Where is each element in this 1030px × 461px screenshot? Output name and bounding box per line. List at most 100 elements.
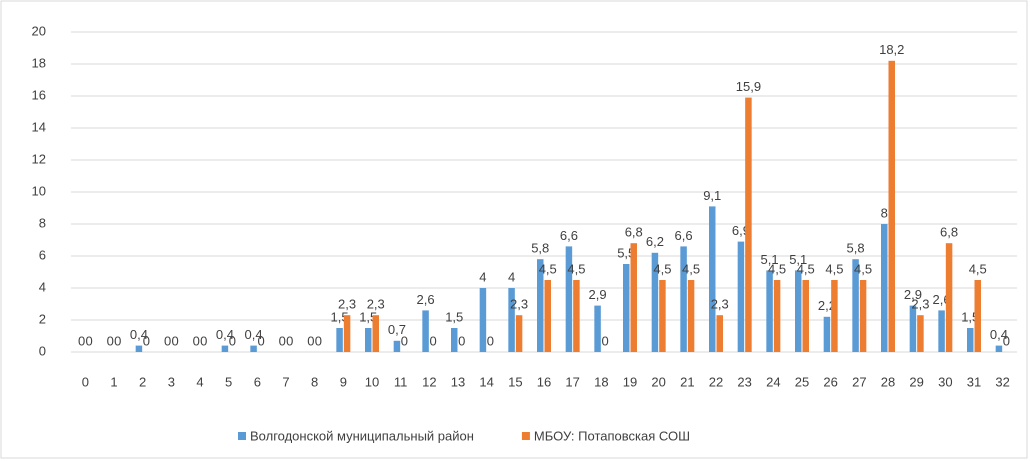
x-tick-label: 4 (196, 374, 203, 389)
bar (773, 280, 781, 352)
value-label: 5,8 (847, 241, 865, 256)
value-label: 2,9 (589, 287, 607, 302)
bar (565, 246, 573, 352)
x-tick-label: 5 (225, 374, 232, 389)
x-tick-label: 24 (766, 374, 780, 389)
x-tick-label: 20 (651, 374, 665, 389)
value-label: 4,5 (969, 261, 987, 276)
y-tick-label: 12 (32, 151, 46, 166)
value-label: 18,2 (879, 42, 904, 57)
bar (745, 97, 752, 352)
y-tick-label: 2 (39, 311, 46, 326)
bar (831, 280, 838, 352)
x-tick-label: 22 (709, 374, 723, 389)
x-tick-label: 17 (565, 374, 579, 389)
value-label: 0,4 (245, 327, 263, 342)
bar (995, 345, 1003, 352)
x-tick-label: 3 (168, 374, 175, 389)
value-label: 9,1 (703, 188, 721, 203)
bar (651, 252, 659, 352)
bar (508, 288, 515, 352)
legend-swatch (238, 432, 246, 440)
bar (888, 60, 895, 353)
x-tick-label: 7 (282, 374, 289, 389)
x-tick-label: 27 (852, 374, 866, 389)
value-label: 0 (279, 333, 286, 348)
value-label: 5,1 (789, 252, 807, 267)
value-label: 0 (315, 333, 322, 348)
value-label: 4,5 (682, 261, 700, 276)
value-label: 2,3 (510, 297, 528, 312)
value-label: 0 (107, 333, 114, 348)
y-tick-label: 6 (39, 247, 46, 262)
bar (479, 288, 487, 352)
value-label: 0,4 (990, 327, 1008, 342)
bar (343, 315, 351, 352)
value-label: 4,5 (825, 261, 843, 276)
bar (881, 224, 888, 352)
y-tick-label: 8 (39, 215, 46, 230)
value-label: 0 (171, 333, 178, 348)
y-tick-label: 0 (39, 343, 46, 358)
value-label: 0 (401, 333, 408, 348)
value-label: 0 (229, 333, 236, 348)
value-label: 0 (429, 333, 436, 348)
bar (737, 241, 745, 352)
x-tick-label: 31 (967, 374, 981, 389)
y-tick-label: 18 (32, 55, 46, 70)
value-label: 6,8 (940, 225, 958, 240)
value-label: 0 (200, 333, 207, 348)
x-tick-label: 11 (394, 374, 408, 389)
bar (336, 328, 343, 352)
bar (623, 264, 630, 352)
value-label: 2,3 (367, 297, 385, 312)
value-label: 2,9 (904, 287, 922, 302)
x-tick-label: 0 (82, 374, 89, 389)
bar (544, 280, 551, 352)
value-label: 0 (487, 333, 494, 348)
bar (659, 280, 666, 352)
legend-swatch (521, 432, 530, 440)
bar (938, 310, 945, 352)
x-tick-label: 15 (508, 374, 522, 389)
value-label: 4 (508, 269, 515, 284)
y-tick-label: 16 (32, 87, 46, 102)
bar (372, 315, 379, 352)
value-label: 6,2 (646, 234, 664, 249)
x-tick-label: 19 (623, 374, 637, 389)
value-label: 0 (164, 333, 171, 348)
bar (945, 243, 953, 352)
x-tick-label: 21 (680, 374, 694, 389)
bar (680, 246, 687, 352)
x-tick-label: 8 (311, 374, 318, 389)
value-label: 0 (286, 333, 293, 348)
value-label: 0 (78, 333, 85, 348)
bar (365, 328, 372, 352)
value-label: 2,3 (338, 297, 356, 312)
x-tick-label: 9 (340, 374, 347, 389)
value-label: 0 (458, 333, 465, 348)
x-tick-label: 23 (737, 374, 751, 389)
bar (630, 243, 637, 352)
value-label: 0 (307, 333, 314, 348)
x-tick-label: 1 (110, 374, 117, 389)
value-label: 6,6 (675, 228, 693, 243)
value-label: 0,7 (388, 322, 406, 337)
value-label: 5,8 (531, 241, 549, 256)
value-label: 0 (143, 333, 150, 348)
bar (823, 316, 831, 352)
bar (393, 340, 401, 352)
bar (451, 328, 458, 352)
bar (515, 315, 523, 352)
y-tick-label: 20 (32, 23, 46, 38)
bar (967, 328, 974, 352)
bar (917, 315, 924, 352)
legend-label: МБОУ: Потаповская СОШ (534, 428, 690, 443)
x-tick-label: 26 (823, 374, 837, 389)
x-tick-label: 10 (365, 374, 379, 389)
value-label: 4,5 (854, 261, 872, 276)
bar (573, 280, 580, 352)
x-tick-label: 2 (139, 374, 146, 389)
